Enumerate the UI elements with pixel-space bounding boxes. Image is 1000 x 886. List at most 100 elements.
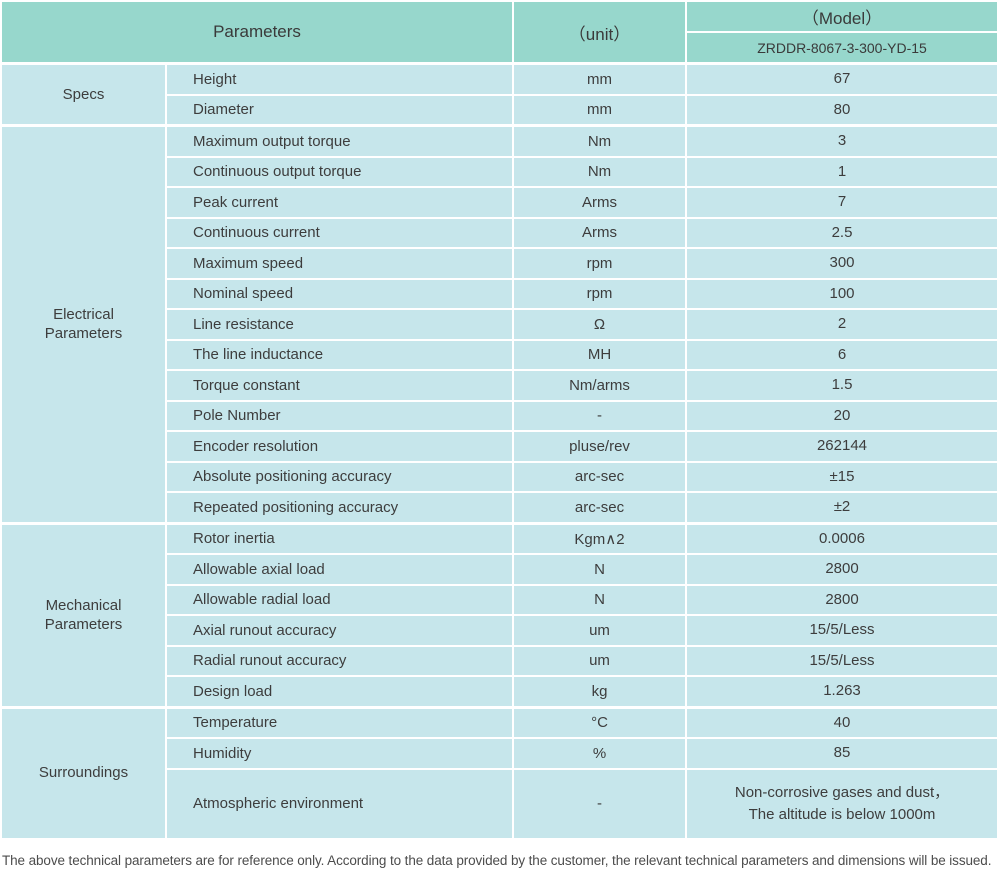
table-row: Humidity% 85: [1, 737, 999, 770]
table-row: Specs Height mm 67: [0, 62, 999, 127]
param-cell: Encoder resolution: [165, 430, 514, 463]
section-label: Specs: [0, 62, 167, 127]
value-cell: 20: [685, 399, 999, 432]
header-row-top: Parameters （unit） （Model）: [0, 0, 999, 65]
param-cell: Peak current: [165, 186, 514, 219]
param-cell: Nominal speed: [165, 277, 514, 310]
unit-cell: MH: [512, 338, 687, 371]
table-row: Electrical Parameters Maximum output torq…: [0, 124, 999, 524]
table-row: Repeated positioning accuracy arc-sec ±2: [1, 491, 999, 524]
param-cell: Line resistance: [165, 308, 514, 341]
value-cell: 15/5/Less: [685, 614, 999, 647]
value-cell: 1.263: [685, 675, 999, 708]
param-cell: Design load: [165, 675, 514, 708]
unit-cell: Ω: [512, 308, 687, 341]
unit-cell: °C: [512, 705, 687, 739]
header-row-model: ZRDDR-8067-3-300-YD-15: [1, 31, 999, 65]
param-cell: Allowable radial load: [165, 583, 514, 616]
section-label: Surroundings: [0, 705, 167, 840]
value-cell: 3: [685, 124, 999, 158]
table-row: Torque constant Nm/arms 1.5: [1, 369, 999, 402]
value-cell: 300: [685, 247, 999, 280]
parameters-header-cell: Parameters: [0, 0, 514, 65]
unit-cell: Arms: [512, 186, 687, 219]
table-row: Absolute positioning accuracy arc-sec ±15: [1, 460, 999, 493]
table-row: Continuous current Arms 2.5: [1, 216, 999, 249]
value-cell: 15/5/Less: [685, 644, 999, 677]
param-cell: Height: [165, 62, 514, 96]
table-row: Maximum speed rpm 300: [1, 247, 999, 280]
table-row: Mechanical Parameters Rotor inertia Kgm∧2 0…: [0, 521, 999, 708]
table-row: Allowable axial load N 2800: [1, 553, 999, 586]
param-cell: Torque constant: [165, 369, 514, 402]
value-cell: 40: [685, 705, 999, 739]
param-cell: The line inductance: [165, 338, 514, 371]
param-cell: Rotor inertia: [165, 521, 514, 555]
section-label: Mechanical Parameters: [0, 521, 167, 708]
param-cell: Maximum speed: [165, 247, 514, 280]
param-cell: Axial runout accuracy: [165, 614, 514, 647]
value-cell: 67: [685, 62, 999, 96]
parameters-table: Parameters （unit） （Model） ZRDDR-8067-3-3…: [0, 0, 999, 840]
unit-cell: Kgm∧2: [512, 521, 687, 555]
value-cell: 85: [685, 737, 999, 770]
unit-cell: um: [512, 644, 687, 677]
param-cell: Atmospheric environment: [165, 767, 514, 840]
unit-cell: N: [512, 583, 687, 616]
unit-cell: mm: [512, 62, 687, 96]
footnote-text: The above technical parameters are for r…: [2, 852, 992, 868]
unit-cell: kg: [512, 675, 687, 708]
model-header-cell: （Model）: [685, 0, 999, 33]
table-row: Line resistance Ω 2: [1, 308, 999, 341]
table-row: Encoder resolution pluse/rev 262144: [1, 430, 999, 463]
param-cell: Repeated positioning accuracy: [165, 491, 514, 524]
model-number-cell: ZRDDR-8067-3-300-YD-15: [685, 31, 999, 65]
value-cell: 2.5: [685, 216, 999, 249]
value-cell: 80: [685, 93, 999, 127]
unit-cell: mm: [512, 93, 687, 127]
table-row: Design load kg 1.263: [1, 675, 999, 708]
table-row: Surroundings Temperature °C 40: [0, 705, 999, 840]
table-row: Allowable radial load N 2800: [1, 583, 999, 616]
param-cell: Maximum output torque: [165, 124, 514, 158]
unit-cell: um: [512, 614, 687, 647]
unit-cell: Nm/arms: [512, 369, 687, 402]
value-cell: 100: [685, 277, 999, 310]
table-header: Parameters （unit） （Model） ZRDDR-8067-3-3…: [0, 0, 999, 65]
value-cell: 2800: [685, 553, 999, 586]
table-row: The line inductance MH 6: [1, 338, 999, 371]
value-cell: 1.5: [685, 369, 999, 402]
param-cell: Diameter: [165, 93, 514, 127]
unit-cell: -: [512, 767, 687, 840]
value-cell: 6: [685, 338, 999, 371]
table-row: Diameter mm 80: [1, 93, 999, 127]
param-cell: Pole Number: [165, 399, 514, 432]
param-cell: Allowable axial load: [165, 553, 514, 586]
value-cell: ±2: [685, 491, 999, 524]
unit-cell: rpm: [512, 277, 687, 310]
value-cell: 1: [685, 155, 999, 188]
param-cell: Temperature: [165, 705, 514, 739]
unit-cell: arc-sec: [512, 460, 687, 493]
table-row: Pole Number -20: [1, 399, 999, 432]
value-cell: 0.0006: [685, 521, 999, 555]
table-body: Specs Height mm 67 Diameter mm 80 Electrical Pa…: [0, 62, 999, 840]
param-cell: Absolute positioning accuracy: [165, 460, 514, 493]
value-cell: 2800: [685, 583, 999, 616]
param-cell: Continuous current: [165, 216, 514, 249]
param-cell: Continuous output torque: [165, 155, 514, 188]
unit-cell: %: [512, 737, 687, 770]
value-cell: Non-corrosive gases and dust， The altitu…: [685, 767, 999, 840]
unit-cell: N: [512, 553, 687, 586]
unit-cell: Nm: [512, 124, 687, 158]
param-cell: Radial runout accuracy: [165, 644, 514, 677]
section-label: Electrical Parameters: [0, 124, 167, 524]
unit-header-cell: （unit）: [512, 0, 687, 65]
value-cell: 2: [685, 308, 999, 341]
unit-cell: pluse/rev: [512, 430, 687, 463]
value-cell: ±15: [685, 460, 999, 493]
value-cell: 262144: [685, 430, 999, 463]
unit-cell: Nm: [512, 155, 687, 188]
unit-cell: -: [512, 399, 687, 432]
